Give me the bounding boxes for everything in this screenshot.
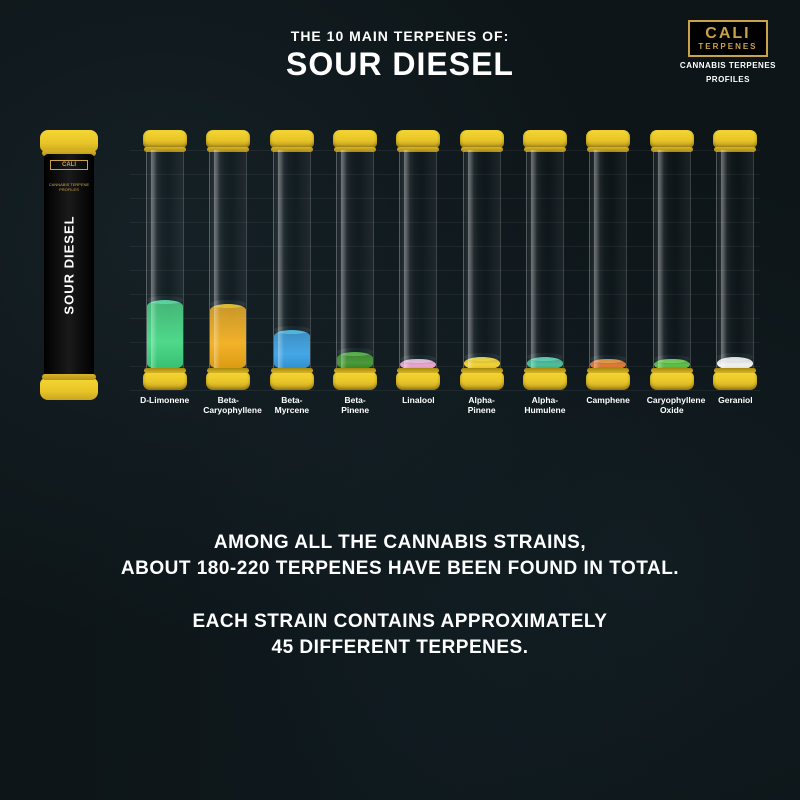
fact-1: AMONG ALL THE CANNABIS STRAINS,ABOUT 180… xyxy=(60,530,740,581)
tube-cap-bottom xyxy=(713,372,757,390)
terpene-label: Alpha-Pinene xyxy=(468,396,496,416)
brand-logo: CALI TERPENES CANNABIS TERPENES PROFILES xyxy=(680,20,776,84)
tube xyxy=(270,130,314,390)
vial-cap-top xyxy=(40,130,98,152)
terpene-label: Beta-Myrcene xyxy=(275,396,310,416)
terpene-tube-2: Beta-Myrcene xyxy=(267,130,316,420)
tube-glass xyxy=(146,150,184,370)
tube xyxy=(460,130,504,390)
tube-cap-bottom xyxy=(396,372,440,390)
tube-glass xyxy=(399,150,437,370)
tube-cap-top xyxy=(586,130,630,148)
vial-mini-logo: CALI xyxy=(50,160,88,170)
tube xyxy=(206,130,250,390)
brand-tagline-l2: PROFILES xyxy=(680,75,776,85)
tube-cap-top xyxy=(713,130,757,148)
terpene-tube-8: CaryophylleneOxide xyxy=(647,130,697,420)
brand-name-l1: CALI xyxy=(698,26,757,42)
tube-glass xyxy=(716,150,754,370)
terpene-label: Beta-Caryophyllene xyxy=(203,396,253,416)
brand-tagline-l1: CANNABIS TERPENES xyxy=(680,61,776,71)
tube xyxy=(523,130,567,390)
tube-cap-top xyxy=(396,130,440,148)
vial-mini-sub: CANNABIS TERPENE PROFILES xyxy=(48,182,90,192)
terpene-tube-1: Beta-Caryophyllene xyxy=(203,130,253,420)
tube-cap-top xyxy=(206,130,250,148)
tube-glass xyxy=(653,150,691,370)
terpene-fill xyxy=(274,330,310,370)
tube-cap-top xyxy=(523,130,567,148)
terpene-tube-3: Beta-Pinene xyxy=(331,130,380,420)
tube-cap-bottom xyxy=(333,372,377,390)
tube-cap-bottom xyxy=(586,372,630,390)
brand-name-l2: TERPENES xyxy=(698,42,757,51)
tube-cap-bottom xyxy=(270,372,314,390)
tube-cap-bottom xyxy=(143,372,187,390)
tube-cap-bottom xyxy=(460,372,504,390)
brand-logo-frame: CALI TERPENES xyxy=(688,20,767,57)
terpene-label: Beta-Pinene xyxy=(341,396,369,416)
tube xyxy=(396,130,440,390)
tube-glass xyxy=(209,150,247,370)
tube-cap-bottom xyxy=(206,372,250,390)
tube-glass xyxy=(589,150,627,370)
tube-cap-bottom xyxy=(523,372,567,390)
tube-glass xyxy=(526,150,564,370)
terpene-label: Camphene xyxy=(586,396,629,406)
tube xyxy=(333,130,377,390)
terpene-label: Alpha-Humulene xyxy=(524,396,565,416)
tube xyxy=(650,130,694,390)
terpene-tubes: D-Limonene Beta-Caryophyllene Beta-Myrcene… xyxy=(140,130,760,420)
terpene-tube-6: Alpha-Humulene xyxy=(520,130,569,420)
product-vial: CALI CANNABIS TERPENE PROFILES SOUR DIES… xyxy=(40,130,98,400)
terpene-label: CaryophylleneOxide xyxy=(647,396,697,416)
tube-cap-top xyxy=(650,130,694,148)
terpene-tube-4: Linalool xyxy=(394,130,443,420)
terpene-label: Geraniol xyxy=(718,396,752,406)
tube-cap-top xyxy=(333,130,377,148)
terpene-label: Linalool xyxy=(402,396,435,406)
tube-cap-top xyxy=(460,130,504,148)
terpene-fill xyxy=(147,300,183,370)
tube-glass xyxy=(463,150,501,370)
tube-cap-top xyxy=(143,130,187,148)
fact-2: EACH STRAIN CONTAINS APPROXIMATELY45 DIF… xyxy=(60,609,740,660)
tube xyxy=(713,130,757,390)
terpene-label: D-Limonene xyxy=(140,396,189,406)
vial-body: CALI CANNABIS TERPENE PROFILES SOUR DIES… xyxy=(44,154,94,376)
terpene-fill xyxy=(210,304,246,370)
tube xyxy=(586,130,630,390)
fact-text: AMONG ALL THE CANNABIS STRAINS,ABOUT 180… xyxy=(60,530,740,661)
terpene-chart: CALI CANNABIS TERPENE PROFILES SOUR DIES… xyxy=(40,130,760,440)
terpene-tube-9: Geraniol xyxy=(711,130,760,420)
tube-glass xyxy=(336,150,374,370)
terpene-tube-0: D-Limonene xyxy=(140,130,189,420)
tube-cap-bottom xyxy=(650,372,694,390)
tube-glass xyxy=(273,150,311,370)
terpene-tube-5: Alpha-Pinene xyxy=(457,130,506,420)
tube-cap-top xyxy=(270,130,314,148)
tube xyxy=(143,130,187,390)
vial-strain-label: SOUR DIESEL xyxy=(62,215,77,314)
vial-cap-bottom xyxy=(40,378,98,400)
terpene-tube-7: Camphene xyxy=(584,130,633,420)
